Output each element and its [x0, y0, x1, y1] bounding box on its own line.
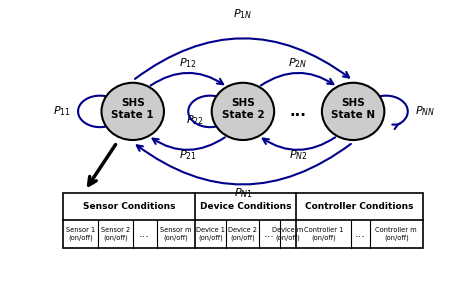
Text: $P_{2N}$: $P_{2N}$ — [288, 56, 308, 70]
Text: Device Conditions: Device Conditions — [200, 202, 292, 211]
Text: $P_{12}$: $P_{12}$ — [179, 56, 197, 70]
Text: ...: ... — [139, 229, 150, 239]
Text: SHS
State N: SHS State N — [331, 98, 375, 120]
Text: $P_{N1}$: $P_{N1}$ — [234, 186, 252, 200]
Ellipse shape — [322, 83, 384, 140]
Text: Sensor m
(on/off): Sensor m (on/off) — [160, 227, 191, 241]
Text: SHS
State 1: SHS State 1 — [111, 98, 154, 120]
Text: SHS
State 2: SHS State 2 — [222, 98, 264, 120]
Text: Controller 1
(on/off): Controller 1 (on/off) — [304, 227, 343, 241]
Text: ...: ... — [264, 229, 275, 239]
Ellipse shape — [101, 83, 164, 140]
Text: Device 1
(on/off): Device 1 (on/off) — [196, 227, 225, 241]
Text: Controller Conditions: Controller Conditions — [305, 202, 414, 211]
Text: Device 2
(on/off): Device 2 (on/off) — [228, 227, 257, 241]
Text: Controller m
(on/off): Controller m (on/off) — [375, 227, 417, 241]
Text: $P_{N2}$: $P_{N2}$ — [289, 148, 307, 162]
Text: $P_{22}$: $P_{22}$ — [186, 114, 203, 127]
Text: Sensor Conditions: Sensor Conditions — [83, 202, 175, 211]
Text: ...: ... — [355, 229, 366, 239]
Text: $P_{21}$: $P_{21}$ — [179, 148, 197, 162]
Text: Device m
(on/off): Device m (on/off) — [272, 227, 303, 241]
Text: $P_{1N}$: $P_{1N}$ — [233, 8, 253, 21]
Text: $P_{11}$: $P_{11}$ — [53, 104, 71, 118]
Ellipse shape — [212, 83, 274, 140]
Text: Sensor 1
(on/off): Sensor 1 (on/off) — [66, 227, 95, 241]
Text: $P_{NN}$: $P_{NN}$ — [415, 104, 435, 118]
Bar — [63, 193, 423, 248]
Text: ...: ... — [290, 104, 307, 119]
Text: Sensor 2
(on/off): Sensor 2 (on/off) — [100, 227, 130, 241]
